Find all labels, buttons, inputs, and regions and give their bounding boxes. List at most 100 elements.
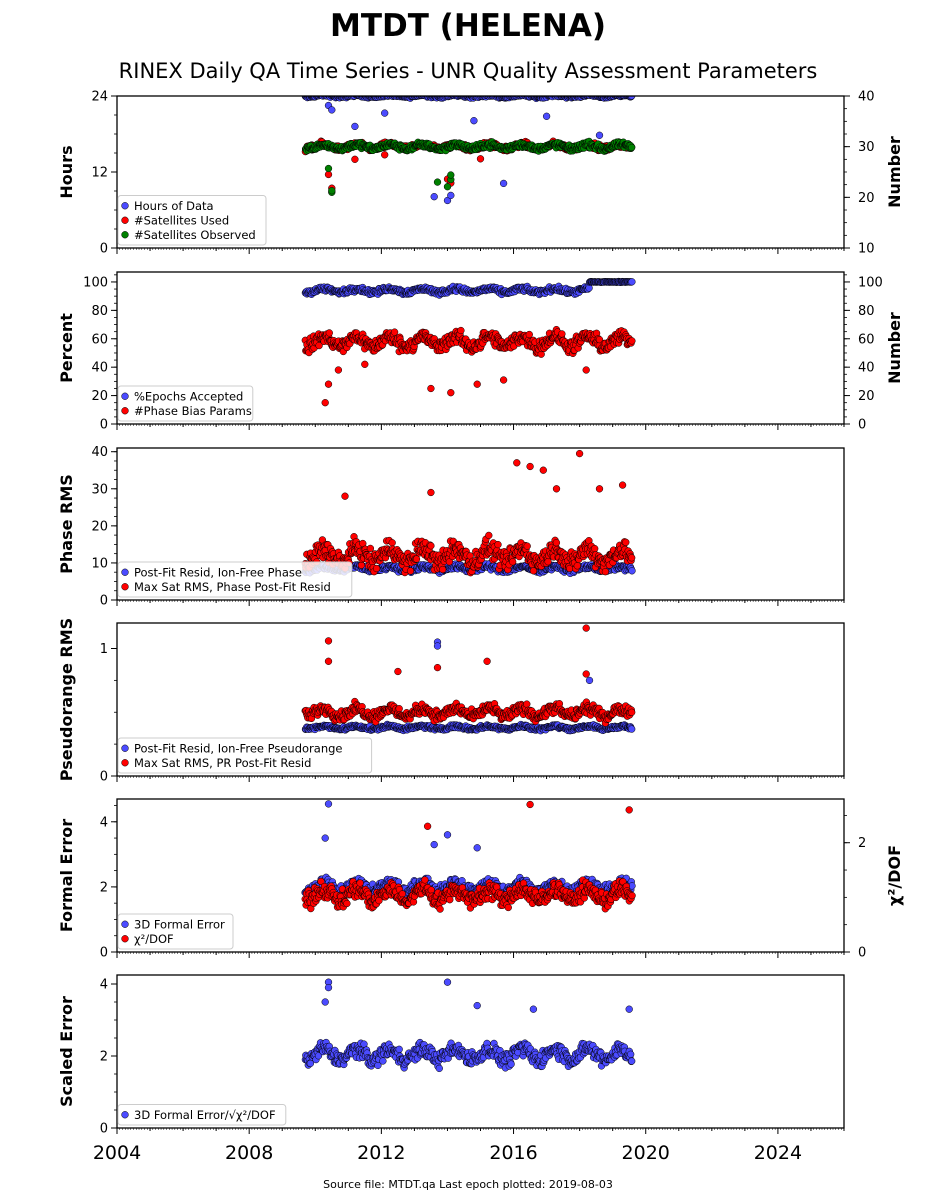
panel-4-points	[301, 624, 636, 735]
data-point	[628, 554, 636, 562]
data-point	[523, 542, 531, 550]
data-point-outlier	[513, 459, 521, 467]
data-point	[485, 531, 493, 540]
legend-entry: Max Sat RMS, Phase Post-Fit Resid	[134, 580, 331, 594]
y-right-tick-label: 100	[858, 275, 883, 290]
data-point	[509, 558, 517, 566]
data-point-outlier	[351, 155, 359, 163]
data-point-outlier	[447, 389, 455, 397]
data-point-outlier	[499, 179, 508, 188]
y-axis-label: Percent	[57, 313, 76, 383]
legend-marker	[121, 216, 129, 224]
data-point-outlier	[321, 399, 329, 407]
figure-subtitle: RINEX Daily QA Time Series - UNR Quality…	[119, 59, 818, 83]
data-point-outlier	[447, 191, 455, 200]
legend-entry: Hours of Data	[134, 199, 214, 213]
legend-entry: %Epochs Accepted	[134, 389, 243, 403]
data-point-outlier	[473, 380, 481, 388]
y-right-tick-label: 20	[858, 191, 875, 206]
data-point-outlier	[582, 366, 590, 374]
data-point	[445, 558, 454, 566]
data-point-outlier	[324, 164, 333, 173]
legend-marker	[121, 392, 129, 400]
y-right-tick-label: 60	[858, 332, 875, 347]
y-tick-label: 10	[91, 556, 108, 571]
y-tick-label: 40	[91, 361, 108, 376]
y-right-tick-label: 40	[858, 361, 875, 376]
y-tick-label: 20	[91, 519, 108, 534]
data-point-outlier	[351, 122, 359, 131]
data-point-outlier	[433, 178, 442, 186]
data-point-outlier	[324, 380, 333, 388]
y-right-tick-label: 40	[858, 90, 875, 105]
data-point-outlier	[443, 183, 452, 191]
y-tick-label: 0	[100, 418, 108, 433]
data-point-outlier	[542, 112, 551, 120]
y-tick-label: 40	[91, 445, 108, 460]
legend-marker	[121, 202, 129, 210]
data-point	[628, 567, 636, 575]
data-point	[427, 542, 435, 550]
data-point	[525, 330, 533, 339]
y-tick-label: 24	[91, 90, 108, 105]
legend-marker	[121, 407, 129, 415]
data-point	[622, 538, 630, 546]
data-point	[388, 539, 396, 547]
y-right-tick-label: 80	[858, 304, 875, 319]
panel-2: 0 20 40 60 80 100 0 20 40 60 80 100 Number Percent %Ep…	[57, 271, 904, 433]
data-point	[390, 328, 399, 336]
y-tick-label: 30	[91, 482, 108, 497]
y-tick-label: 60	[91, 332, 108, 347]
data-point-outlier	[575, 449, 584, 458]
data-point-outlier	[447, 171, 455, 179]
y-right-axis-label: Number	[885, 136, 904, 208]
data-point	[366, 544, 375, 553]
legend-box	[117, 561, 353, 598]
data-point-outlier	[361, 360, 369, 368]
y-axis-label: Phase RMS	[57, 474, 76, 574]
data-point	[529, 567, 538, 575]
data-point	[601, 568, 610, 576]
y-right-axis-label: Number	[885, 312, 904, 384]
y-tick-label: 12	[91, 166, 108, 181]
data-point	[628, 96, 636, 100]
data-point-outlier	[430, 193, 438, 201]
data-point	[457, 326, 465, 335]
y-right-tick-label: 10	[858, 242, 875, 257]
y-tick-label: 0	[100, 594, 108, 609]
legend-entry: Post-Fit Resid, Ion-Free Phase	[134, 565, 302, 579]
legend-marker	[121, 231, 129, 239]
data-point	[494, 540, 502, 549]
data-point-outlier	[328, 106, 336, 114]
legend-marker	[121, 583, 129, 591]
panel-3: 0 10 20 30 40 Phase RMS Post-Fit Resid, Ion-Fr…	[57, 445, 845, 609]
data-point-outlier	[595, 131, 604, 139]
data-point-outlier	[470, 117, 478, 125]
panel-1-points	[301, 96, 636, 205]
data-point	[412, 555, 421, 563]
y-tick-label: 20	[91, 389, 108, 404]
data-point-outlier	[341, 492, 349, 500]
data-point-outlier	[476, 155, 485, 163]
data-point-outlier	[526, 462, 534, 471]
data-point-outlier	[334, 366, 343, 374]
legend-box	[117, 195, 267, 246]
data-point	[325, 329, 333, 337]
data-point	[357, 561, 366, 569]
legend-entry: #Phase Bias Params	[134, 404, 252, 418]
data-point-outlier	[443, 196, 452, 205]
panel-3-points	[301, 449, 636, 578]
y-right-tick-label: 30	[858, 140, 875, 155]
data-point	[628, 278, 636, 286]
data-point-outlier	[552, 485, 561, 493]
legend-entry: #Satellites Used	[134, 213, 229, 227]
data-point-outlier	[539, 466, 547, 474]
data-point	[439, 565, 447, 574]
figure-title: MTDT (HELENA)	[330, 8, 606, 44]
legend-box	[117, 385, 254, 422]
data-point-outlier	[381, 151, 389, 159]
